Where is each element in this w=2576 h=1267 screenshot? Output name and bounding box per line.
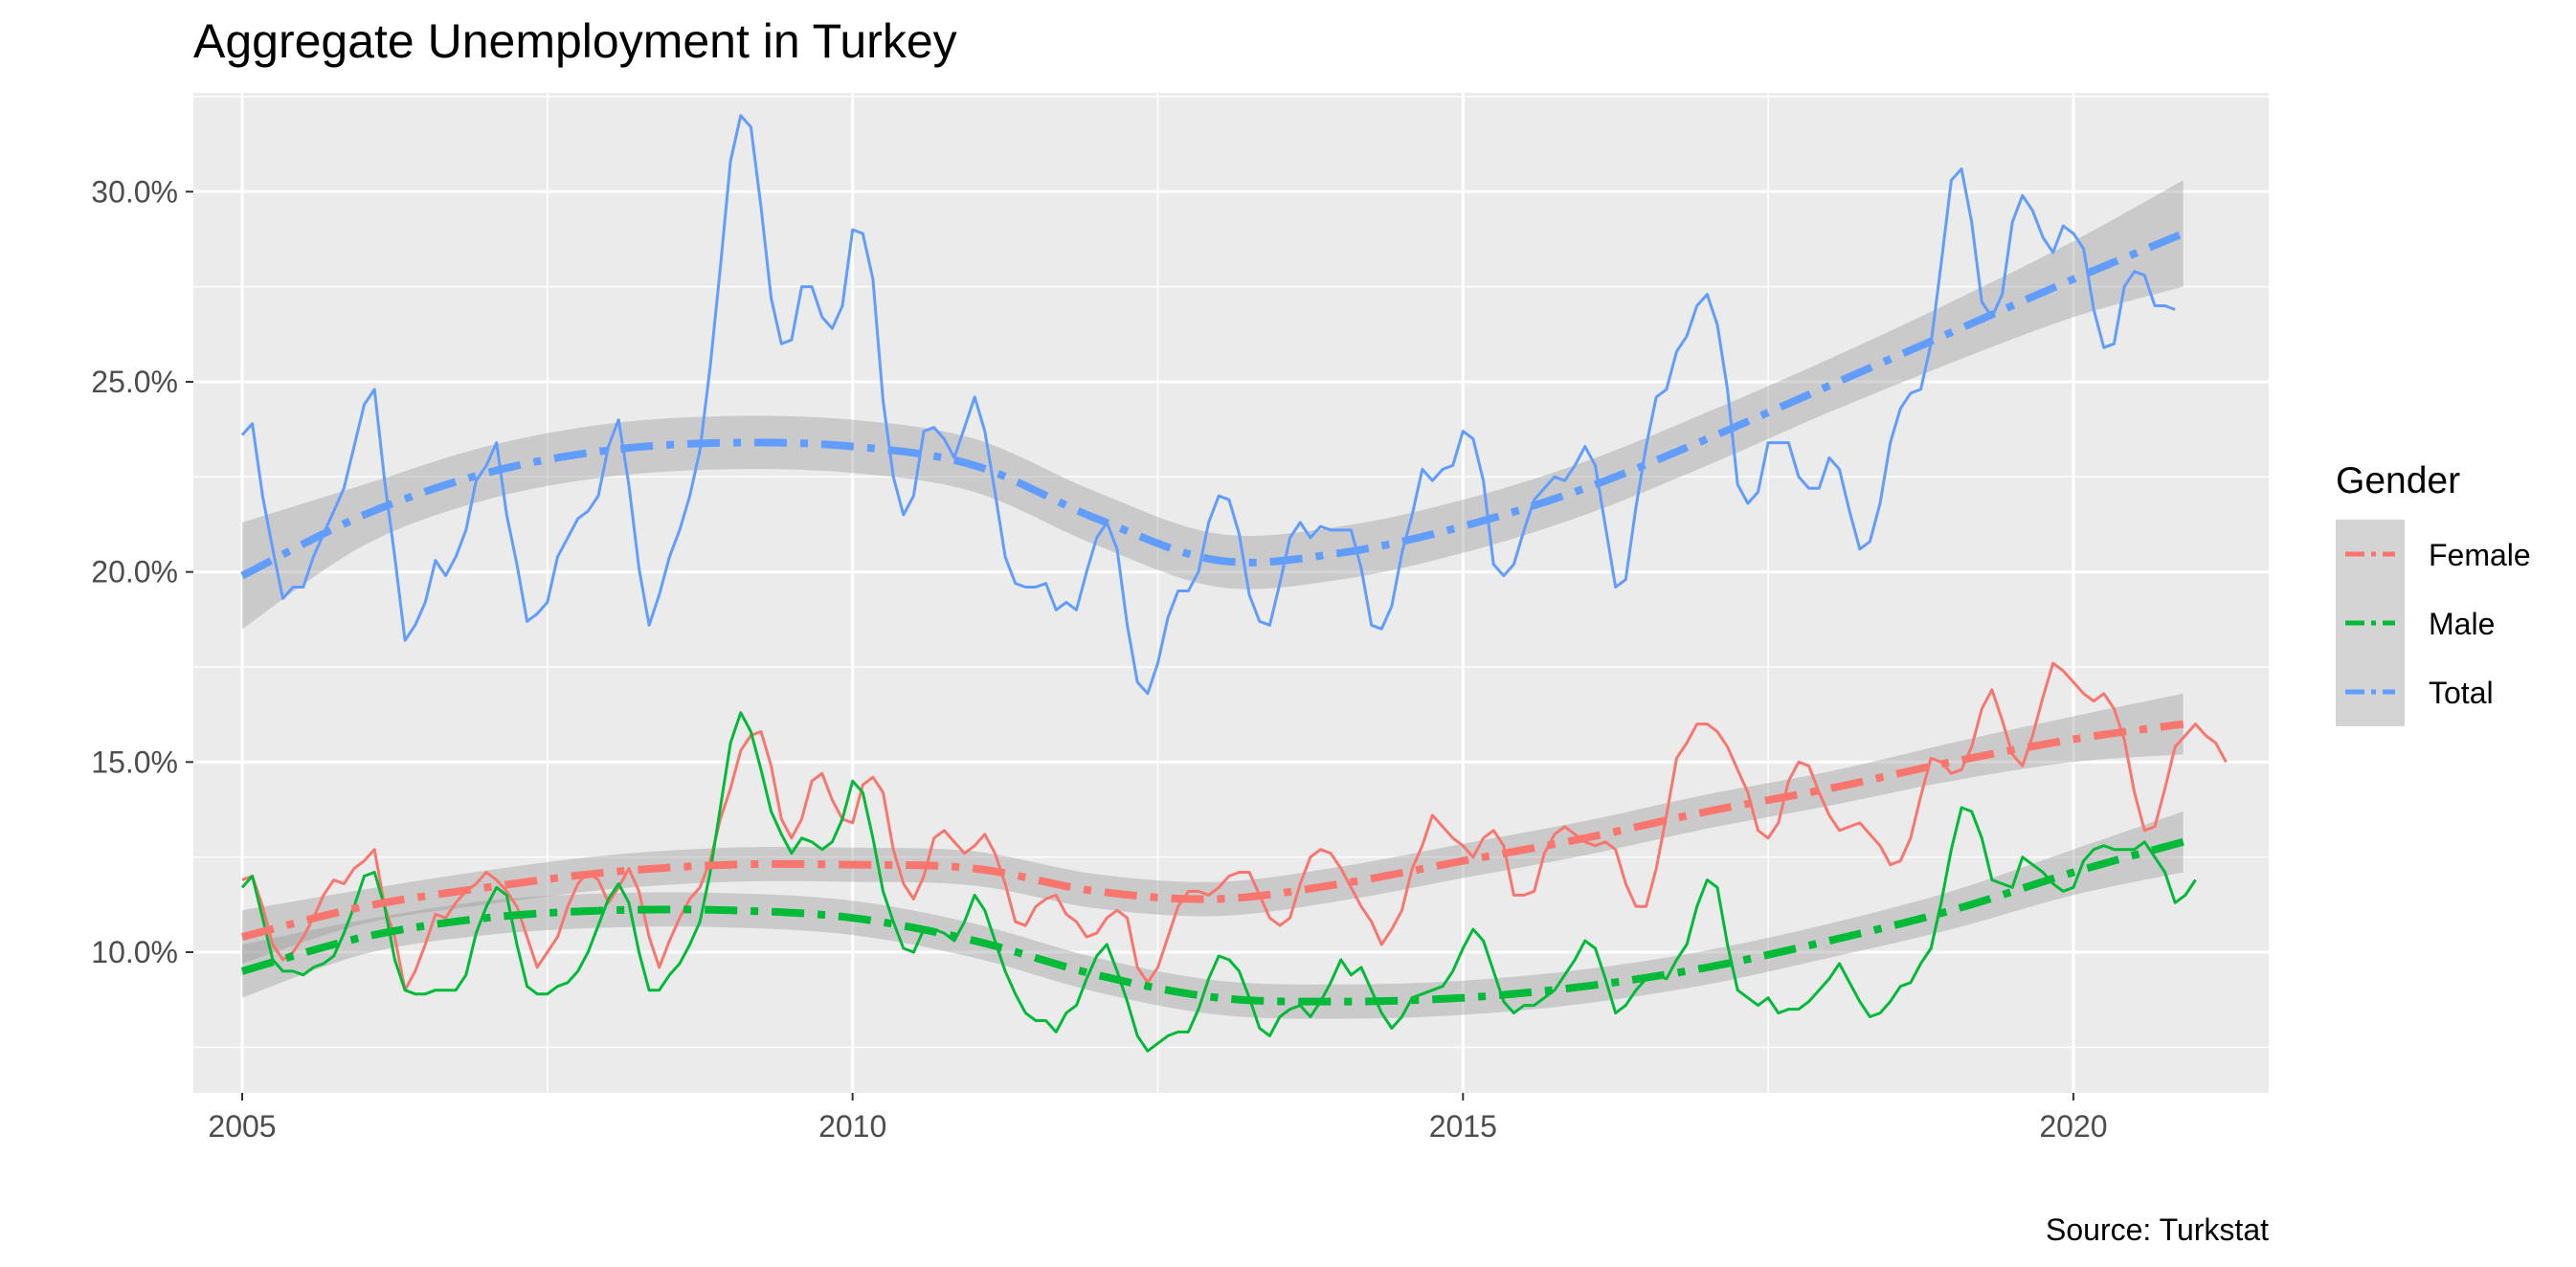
x-axis: 2005 2010 2015 2020	[208, 1093, 2108, 1144]
legend-label-male: Male	[2429, 607, 2495, 641]
y-tick-label-3: 25.0%	[91, 365, 178, 399]
chart-title: Aggregate Unemployment in Turkey	[193, 14, 957, 68]
trend-lines	[240, 230, 2185, 1006]
y-axis: 10.0% 15.0% 20.0% 25.0% 30.0%	[91, 174, 193, 969]
y-tick-label-0: 10.0%	[91, 935, 178, 969]
y-tick-label-1: 15.0%	[91, 745, 178, 779]
trend-line-male	[240, 837, 2184, 1006]
x-tick-label-3: 2020	[2039, 1109, 2107, 1144]
trend-line-total	[240, 230, 2185, 580]
series-line-male	[240, 711, 2197, 1053]
x-tick-label-0: 2005	[208, 1109, 276, 1144]
trend-line-female	[241, 720, 2184, 941]
x-tick-label-1: 2010	[818, 1109, 886, 1144]
y-tick-label-2: 20.0%	[91, 555, 178, 589]
legend-title: Gender	[2336, 460, 2460, 501]
series-line-female	[241, 661, 2228, 992]
legend: Gender Female Male Total	[2336, 460, 2531, 726]
confidence-band-female	[242, 693, 2184, 964]
legend-label-total: Total	[2429, 676, 2494, 710]
series-line-total	[240, 114, 2176, 696]
x-tick-label-2: 2015	[1429, 1109, 1497, 1144]
minor-gridlines	[193, 93, 2269, 1093]
series-lines	[240, 114, 2228, 1053]
legend-label-female: Female	[2429, 538, 2531, 572]
confidence-band-male	[242, 811, 2184, 1019]
chart-caption: Source: Turkstat	[2046, 1212, 2269, 1247]
plot-panel	[193, 93, 2269, 1093]
y-tick-label-4: 30.0%	[91, 174, 178, 209]
